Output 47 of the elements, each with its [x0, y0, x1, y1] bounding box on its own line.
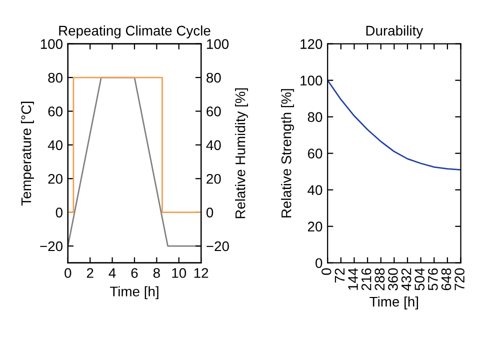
chart-title: Repeating Climate Cycle: [59, 25, 210, 38]
x-tick-label: 72: [334, 268, 344, 282]
x-tick-label: 4: [108, 268, 116, 278]
x-tick-label: 576: [428, 268, 438, 290]
y-tick-label: −20: [40, 241, 62, 252]
y2-tick-label: 80: [206, 72, 221, 83]
y-tick-label: 80: [48, 72, 62, 83]
x-tick-label: 10: [172, 268, 186, 278]
x-tick-label: 0: [321, 268, 332, 275]
x-tick-label: 12: [194, 268, 208, 278]
y-tick-label: 40: [48, 140, 62, 150]
y-tick-label: 60: [308, 148, 322, 159]
y-tick-label: 0: [316, 258, 322, 268]
x-tick-label: 504: [414, 268, 425, 290]
x-tick-label: 0: [64, 268, 72, 278]
y-tick-label: 100: [40, 39, 62, 49]
x-tick-label: 2: [86, 268, 94, 278]
x-tick-label: 360: [388, 268, 398, 290]
x-tick-label: 6: [131, 268, 138, 278]
x-tick-label: 432: [401, 268, 412, 291]
y-tick-label: 60: [48, 106, 62, 116]
y-tick-label: 40: [308, 185, 322, 196]
y-tick-label: 0: [56, 208, 62, 218]
x-tick-label: 216: [361, 268, 372, 290]
y2-tick-label: 100: [206, 39, 229, 49]
y-tick-label: 20: [48, 174, 62, 184]
y-tick-label: 120: [300, 39, 322, 49]
y-axis-title: Temperature [°C]: [20, 102, 34, 206]
y-tick-label: 80: [308, 112, 322, 122]
x-axis-title: Time [h]: [110, 286, 158, 300]
y2-axis-title: Relative Humidity [%]: [235, 88, 248, 218]
y2-tick-label: 20: [206, 174, 221, 184]
y2-tick-label: −20: [206, 241, 229, 252]
y2-tick-label: 60: [206, 106, 221, 116]
x-axis-title: Time [h]: [370, 296, 418, 310]
x-tick-label: 288: [374, 268, 385, 290]
x-tick-label: 720: [454, 268, 464, 290]
line-series: [328, 80, 461, 170]
y2-tick-label: 40: [206, 140, 221, 150]
x-tick-label: 144: [348, 268, 358, 290]
y-axis-title: Relative Strength [%]: [281, 89, 294, 218]
y2-tick-label: 0: [206, 208, 214, 218]
y-tick-label: 20: [308, 222, 322, 232]
chart-title: Durability: [366, 25, 424, 38]
x-tick-label: 648: [441, 268, 452, 290]
x-tick-label: 8: [153, 268, 160, 278]
y-tick-label: 100: [300, 76, 322, 86]
